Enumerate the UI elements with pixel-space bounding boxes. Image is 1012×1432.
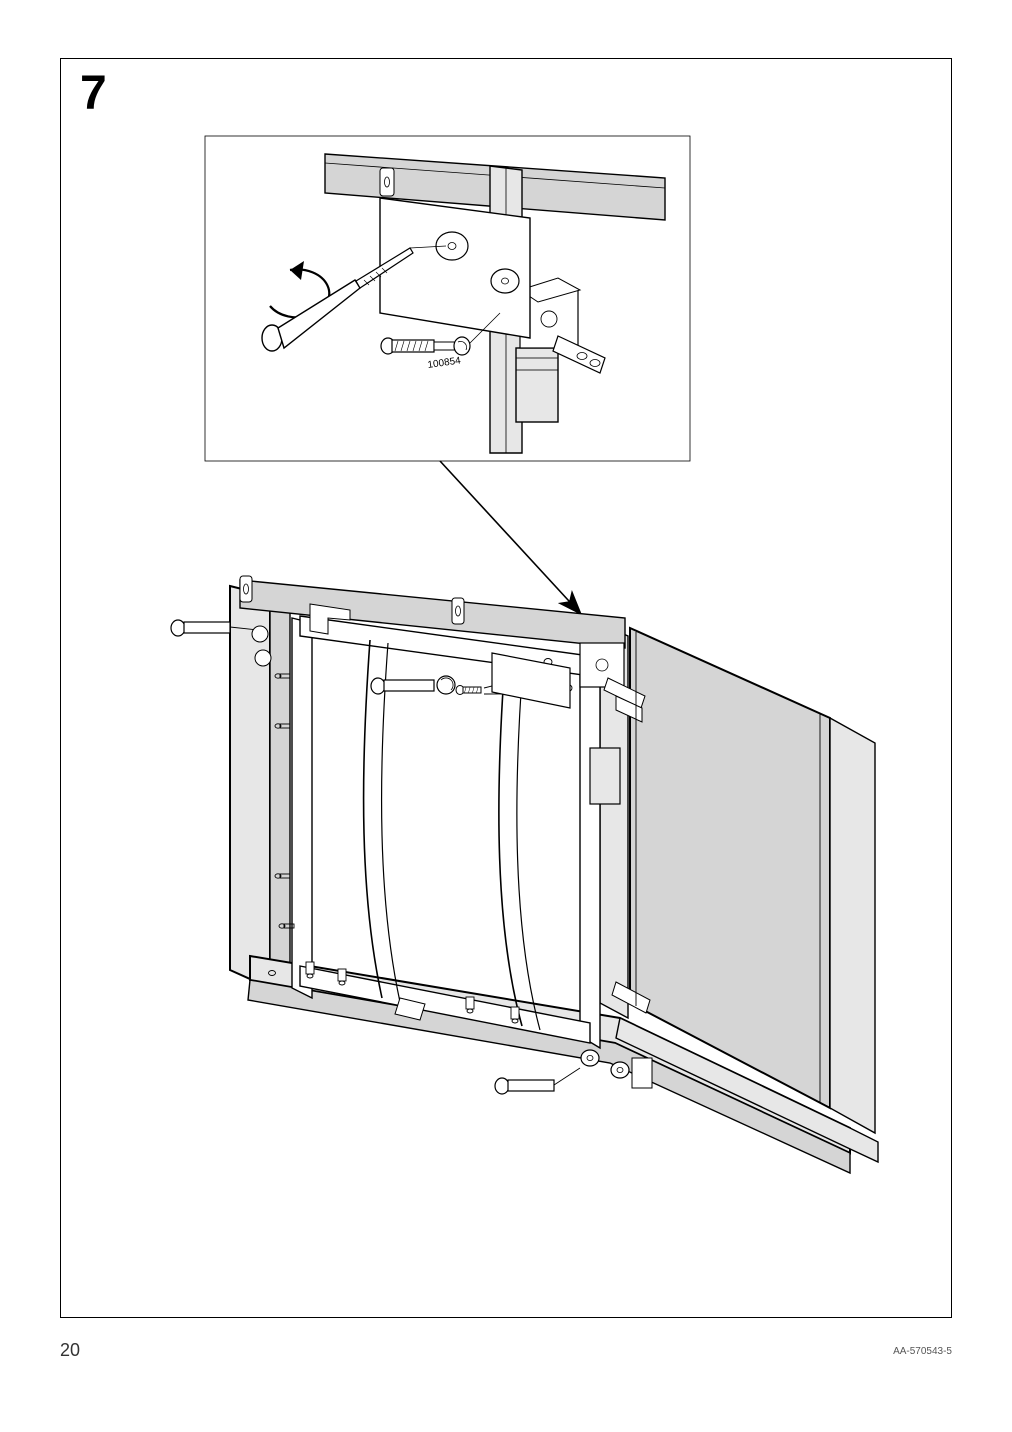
page-number: 20 (60, 1340, 80, 1361)
page-frame (60, 58, 952, 1318)
step-number: 7 (80, 70, 107, 118)
doc-code: AA-570543-5 (893, 1346, 952, 1357)
